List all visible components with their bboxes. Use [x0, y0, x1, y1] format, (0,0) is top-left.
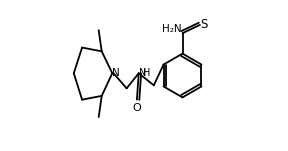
Text: H₂N: H₂N: [162, 24, 182, 34]
Text: O: O: [132, 103, 141, 113]
Text: N: N: [139, 68, 147, 78]
Text: N: N: [112, 68, 120, 78]
Text: H: H: [143, 68, 151, 78]
Text: S: S: [200, 18, 208, 31]
